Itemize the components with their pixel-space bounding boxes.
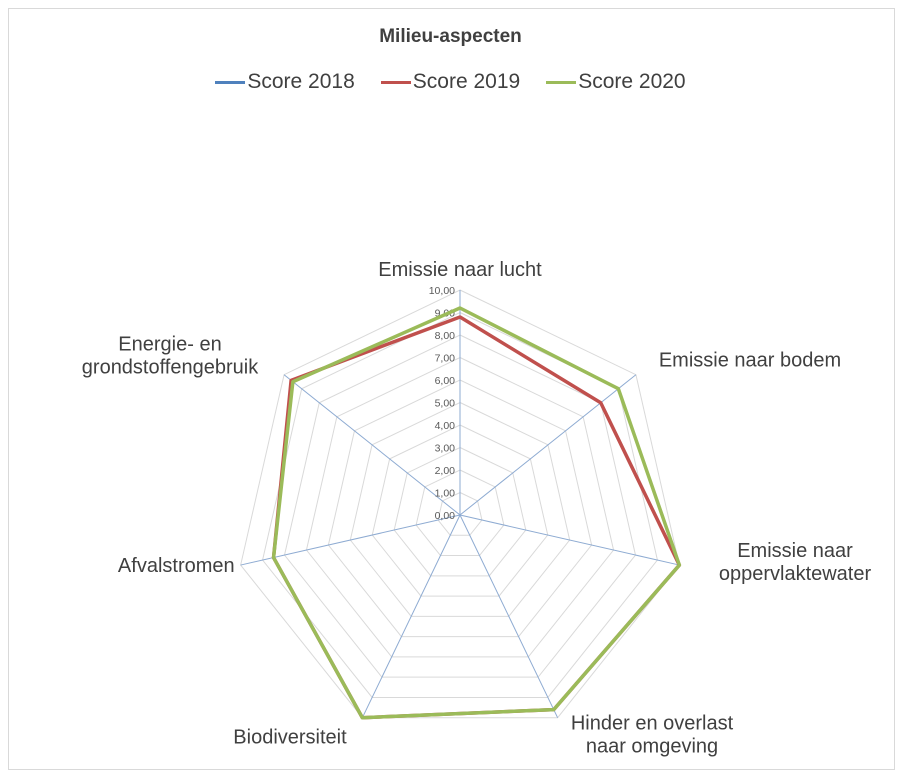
tick-label: 1,00: [435, 488, 456, 500]
axis-spoke: [459, 374, 637, 516]
tick-label: 7,00: [435, 353, 456, 365]
grid-ring: [262, 311, 658, 698]
axis-spoke: [459, 514, 559, 718]
axis-label: Biodiversiteit: [233, 727, 347, 749]
tick-label: 8,00: [435, 330, 456, 342]
legend-label-2018: Score 2018: [247, 70, 355, 93]
series-line-score-2020: [271, 306, 682, 720]
grid-ring: [305, 356, 615, 658]
axis-label-line: Emissie naar: [737, 540, 853, 562]
legend-swatch-2018: [215, 80, 246, 84]
legend-item-2019: Score 2019: [380, 70, 521, 94]
grid-ring: [437, 491, 483, 536]
grid-ring: [393, 446, 527, 577]
axis-label: Emissie naar lucht: [378, 259, 542, 281]
chart-title: Milieu-aspecten: [379, 26, 522, 47]
axis-label-line: Energie- en: [118, 334, 221, 356]
axis-label-line: Hinder en overlast: [571, 713, 734, 735]
axis-label-line: grondstoffengebruik: [82, 357, 259, 379]
tick-label: 0,00: [435, 510, 456, 522]
legend-item-2018: Score 2018: [215, 70, 355, 94]
legend-label-2019: Score 2019: [412, 70, 521, 93]
axis-spoke: [361, 514, 461, 718]
tick-label: 10,00: [429, 285, 455, 297]
axis-label-line: oppervlaktewater: [719, 563, 872, 585]
axis-label: Emissie naar bodem: [659, 350, 841, 372]
tick-label: 4,00: [435, 420, 456, 432]
grid-ring: [283, 334, 637, 678]
legend: Score 2018 Score 2019 Score 2020: [0, 70, 901, 94]
grid-ring: [415, 469, 505, 557]
tick-label: 3,00: [435, 443, 456, 455]
axis-label: Hinder en overlast naar omgeving: [571, 713, 734, 758]
chart-area: [8, 8, 895, 770]
axis-spoke: [240, 514, 461, 566]
axis-spoke: [459, 514, 680, 566]
axis-spoke: [283, 374, 461, 516]
tick-label: 5,00: [435, 398, 456, 410]
axis-label-line: naar omgeving: [586, 736, 718, 758]
axis-label: Emissie naar oppervlaktewater: [719, 540, 872, 585]
grid-ring: [240, 289, 680, 719]
axis-label-line: Emissie naar lucht: [378, 259, 542, 281]
tick-label: 6,00: [435, 375, 456, 387]
grid-ring: [371, 424, 549, 597]
legend-swatch-2019: [380, 80, 411, 84]
axis-label-line: Emissie naar bodem: [659, 350, 841, 372]
axis-label: Afvalstromen: [118, 555, 235, 577]
legend-swatch-2020: [546, 80, 577, 84]
grid-ring: [327, 379, 593, 638]
tick-label: 2,00: [435, 465, 456, 477]
axis-label: Energie- en grondstoffengebruik: [82, 334, 259, 379]
legend-item-2020: Score 2020: [546, 70, 686, 94]
axis-label-line: Biodiversiteit: [233, 727, 347, 749]
grid-ring: [349, 401, 571, 617]
axis-label-line: Afvalstromen: [118, 555, 235, 577]
legend-label-2020: Score 2020: [578, 70, 686, 93]
